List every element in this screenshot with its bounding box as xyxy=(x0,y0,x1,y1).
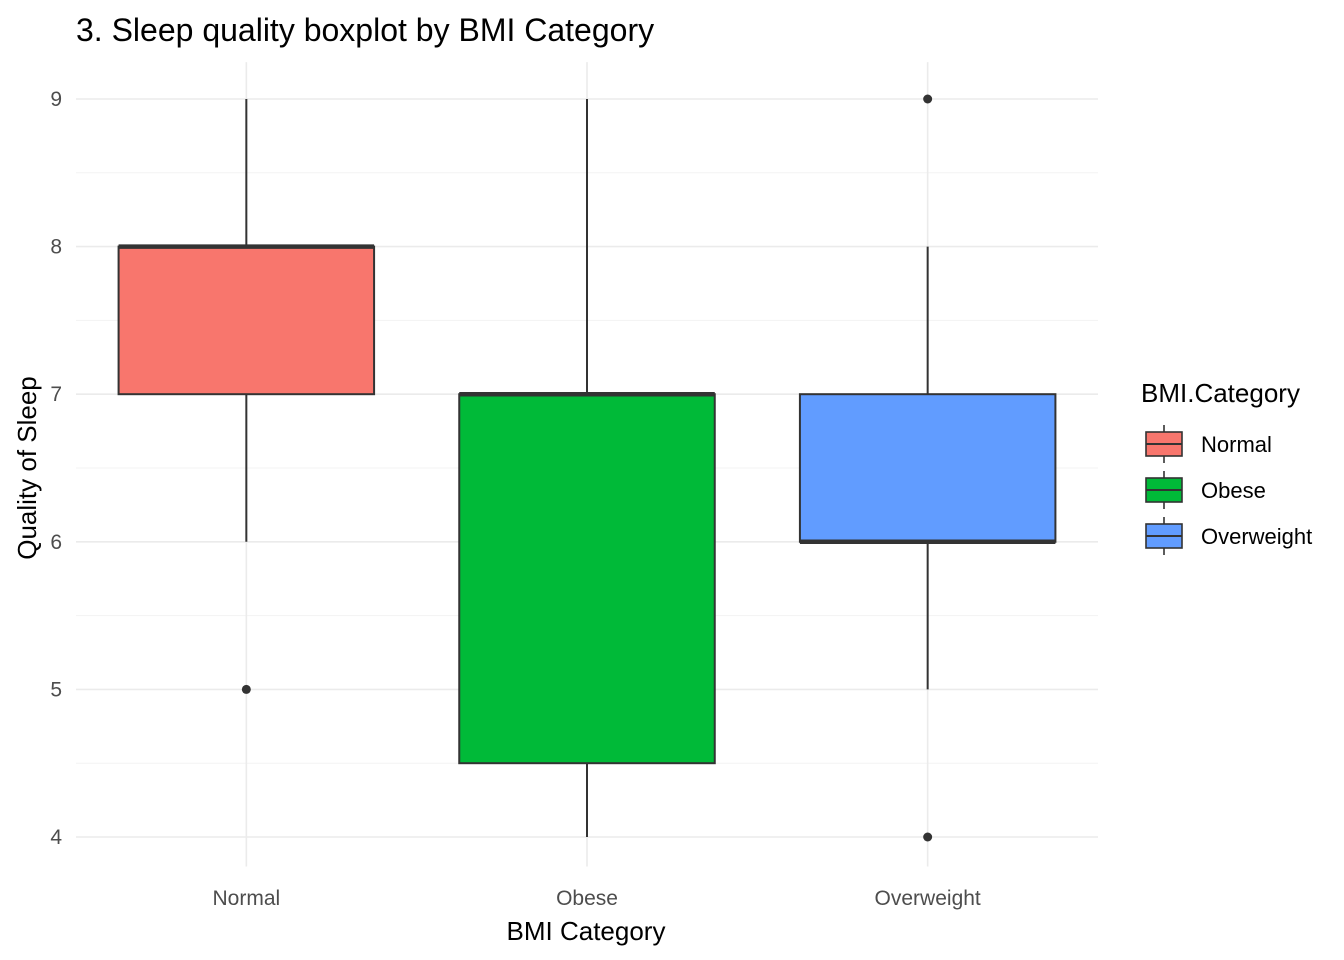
box-iqr xyxy=(117,245,376,396)
y-tick-label: 5 xyxy=(50,678,62,701)
legend-label: Overweight xyxy=(1201,524,1312,549)
boxes xyxy=(117,94,1057,842)
x-axis-title: BMI Category xyxy=(507,916,666,946)
legend-item-obese: Obese xyxy=(1145,471,1266,509)
legend-item-overweight: Overweight xyxy=(1145,517,1312,555)
legend-label: Normal xyxy=(1201,432,1272,457)
y-tick-label: 9 xyxy=(50,88,62,111)
legend-label: Obese xyxy=(1201,478,1266,503)
y-tick-label: 6 xyxy=(50,531,62,554)
box-iqr xyxy=(798,393,1057,543)
outlier-point xyxy=(241,684,251,694)
chart-title: 3. Sleep quality boxplot by BMI Category xyxy=(76,12,654,48)
x-tick-label: Overweight xyxy=(875,887,981,910)
outlier-point xyxy=(923,94,933,104)
box-overweight xyxy=(798,94,1057,842)
legend: BMI.Category Normal Obese Overweight xyxy=(1141,378,1312,555)
y-axis-title: Quality of Sleep xyxy=(12,376,42,560)
x-tick-label: Obese xyxy=(556,887,618,910)
y-tick-label: 7 xyxy=(50,383,62,406)
y-axis-ticks: 4 5 6 7 8 9 xyxy=(50,88,62,849)
y-tick-label: 8 xyxy=(50,236,62,259)
box-normal xyxy=(117,99,376,694)
y-tick-label: 4 xyxy=(50,826,62,849)
x-axis-ticks: Normal Obese Overweight xyxy=(212,887,980,910)
x-tick-label: Normal xyxy=(212,887,280,910)
legend-item-normal: Normal xyxy=(1145,425,1272,463)
box-iqr xyxy=(458,393,716,765)
outlier-point xyxy=(923,832,933,842)
legend-title: BMI.Category xyxy=(1141,378,1300,408)
legend-items: Normal Obese Overweight xyxy=(1145,425,1312,555)
box-obese xyxy=(458,99,716,837)
